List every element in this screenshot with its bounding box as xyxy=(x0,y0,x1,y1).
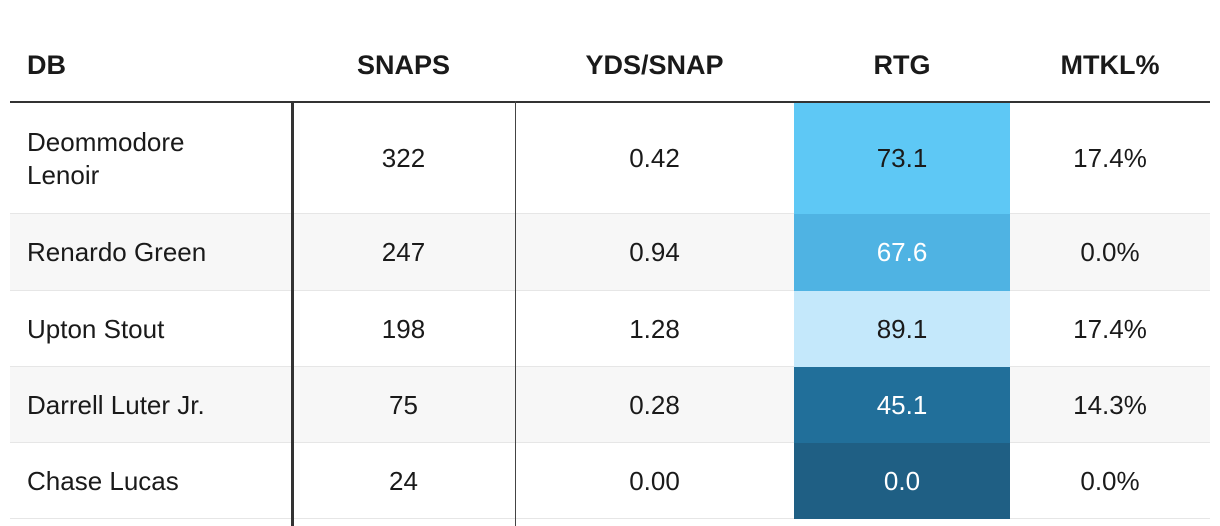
stat-cell-text: 247 xyxy=(381,237,426,267)
stat-cell: 0.0% xyxy=(1010,443,1210,519)
column-header-text: DB xyxy=(27,50,66,80)
stat-cell-text: 0.0 xyxy=(883,465,921,496)
column-header: MTKL% xyxy=(1010,30,1210,101)
stat-cell: 0.00 xyxy=(515,443,794,519)
stat-cell: 1.28 xyxy=(515,291,794,367)
stat-cell-text: 14.3% xyxy=(1073,389,1147,420)
player-name-text: Upton Stout xyxy=(27,313,165,344)
stat-cell-text: 17.4% xyxy=(1073,143,1147,173)
stat-cell-text: 0.0% xyxy=(1080,465,1140,496)
stat-cell: 89.1 xyxy=(794,291,1010,367)
row-background xyxy=(10,103,1210,214)
row-background xyxy=(10,367,1210,443)
stat-cell-text: 73.1 xyxy=(876,143,928,173)
stat-cell: 17.4% xyxy=(1010,103,1210,214)
row-background xyxy=(10,443,1210,519)
stat-cell-text: 198 xyxy=(381,313,426,344)
stat-cell-text: 322 xyxy=(381,143,426,173)
stat-cell-text: 17.4% xyxy=(1073,313,1147,344)
stat-cell: 0.42 xyxy=(515,103,794,214)
column-header-text: MTKL% xyxy=(1060,50,1160,80)
row-background xyxy=(10,214,1210,291)
header-rule xyxy=(10,101,1210,103)
player-name: Darrell Luter Jr. xyxy=(10,367,292,443)
stat-cell: 322 xyxy=(292,103,515,214)
stat-cell-text: 45.1 xyxy=(876,389,928,420)
column-header-text: RTG xyxy=(873,50,931,80)
column-header-text: YDS/SNAP xyxy=(585,50,724,80)
player-name: Renardo Green xyxy=(10,214,292,291)
column-header: DB xyxy=(10,30,292,101)
stat-cell: 24 xyxy=(292,443,515,519)
player-name-text: Darrell Luter Jr. xyxy=(27,389,205,420)
stat-cell-text: 0.28 xyxy=(629,389,680,420)
player-name-text: Chase Lucas xyxy=(27,465,179,496)
column-divider xyxy=(515,101,516,526)
player-name: Deommodore Lenoir xyxy=(10,103,292,214)
column-header-text: SNAPS xyxy=(356,50,451,80)
stat-cell-text: 89.1 xyxy=(876,313,928,344)
stat-cell: 0.28 xyxy=(515,367,794,443)
column-header: RTG xyxy=(794,30,1010,101)
row-background xyxy=(10,291,1210,367)
stat-cell-text: 1.28 xyxy=(629,313,680,344)
stat-cell: 0.0 xyxy=(794,443,1010,519)
column-header: SNAPS xyxy=(292,30,515,101)
stat-cell-text: 75 xyxy=(389,389,418,420)
stat-cell: 0.0% xyxy=(1010,214,1210,291)
player-name-text: Deommodore Lenoir xyxy=(27,126,185,190)
stat-cell-text: 0.94 xyxy=(629,237,680,267)
stat-cell: 17.4% xyxy=(1010,291,1210,367)
stat-cell-text: 0.42 xyxy=(629,143,680,173)
stat-cell: 247 xyxy=(292,214,515,291)
name-divider xyxy=(291,101,294,526)
stat-cell: 0.94 xyxy=(515,214,794,291)
stat-cell: 75 xyxy=(292,367,515,443)
stat-cell-text: 0.0% xyxy=(1080,237,1140,267)
stat-cell-text: 24 xyxy=(389,465,418,496)
stat-cell: 45.1 xyxy=(794,367,1010,443)
stat-cell: 14.3% xyxy=(1010,367,1210,443)
player-name-text: Renardo Green xyxy=(27,237,207,267)
stat-cell: 198 xyxy=(292,291,515,367)
player-name: Upton Stout xyxy=(10,291,292,367)
column-header: YDS/SNAP xyxy=(515,30,794,101)
stat-cell-text: 0.00 xyxy=(629,465,680,496)
stat-cell: 67.6 xyxy=(794,214,1010,291)
stat-cell-text: 67.6 xyxy=(876,237,928,267)
stat-cell: 73.1 xyxy=(794,103,1010,214)
player-name: Chase Lucas xyxy=(10,443,292,519)
